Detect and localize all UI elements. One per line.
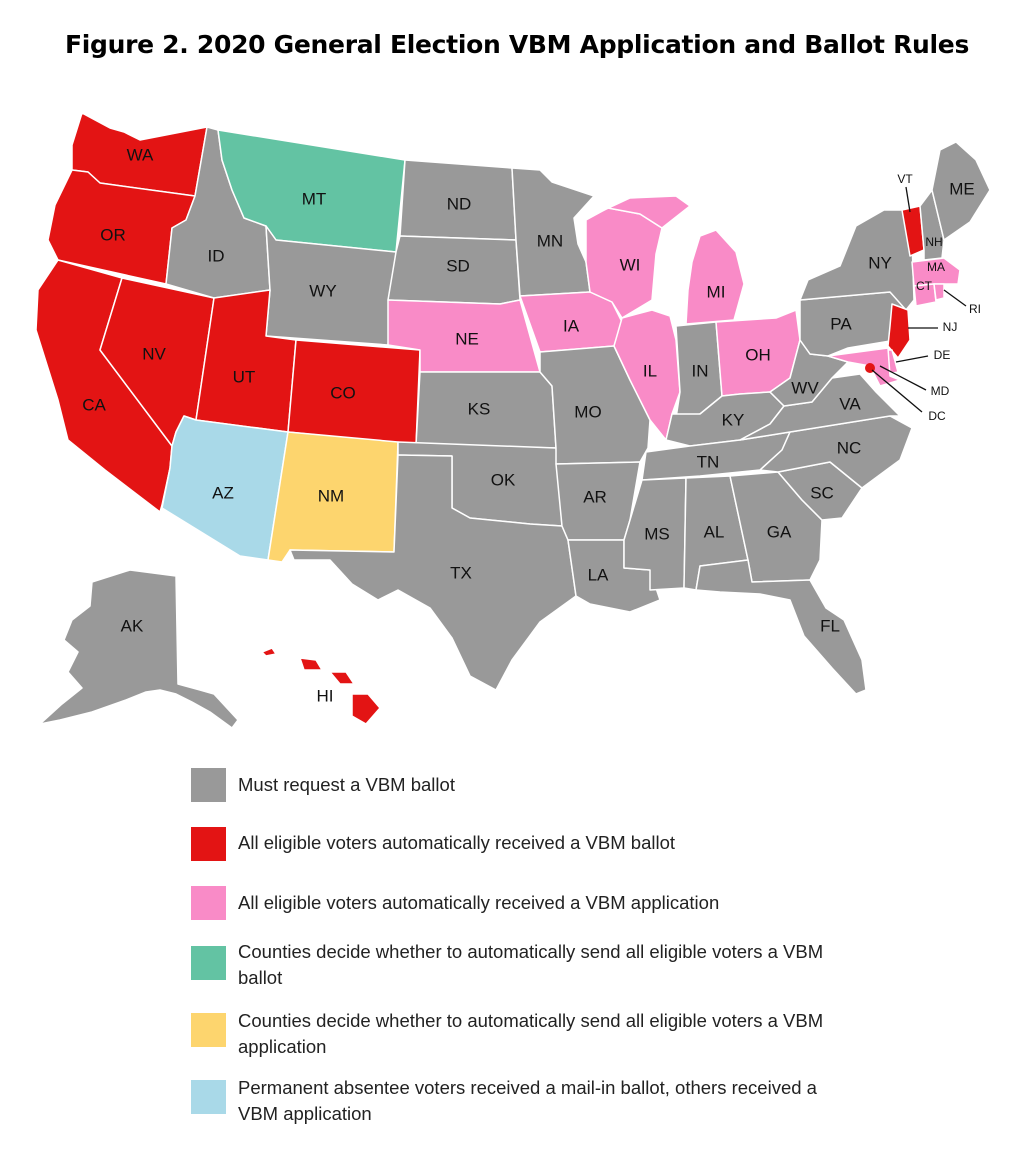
state-RI[interactable] [933, 283, 945, 301]
state-CT[interactable] [913, 283, 937, 307]
label-OH: OH [745, 345, 771, 364]
legend-swatch-auto-application [191, 886, 226, 920]
label-SC: SC [810, 483, 834, 502]
label-SD: SD [446, 256, 470, 275]
label-OR: OR [100, 225, 126, 244]
state-HI-4[interactable] [351, 693, 381, 725]
label-IL: IL [643, 361, 657, 380]
label-TX: TX [450, 563, 472, 582]
label-VT: VT [897, 172, 913, 186]
leader-RI [943, 289, 967, 307]
label-LA: LA [588, 565, 609, 584]
label-FL: FL [820, 616, 840, 635]
label-NC: NC [837, 438, 862, 457]
label-GA: GA [767, 522, 792, 541]
label-MO: MO [574, 402, 601, 421]
label-MN: MN [537, 231, 563, 250]
leader-DC [871, 369, 923, 413]
legend-label-auto-application: All eligible voters automatically receiv… [238, 892, 720, 913]
label-TN: TN [697, 452, 720, 471]
label-NY: NY [868, 253, 892, 272]
state-NY[interactable] [799, 209, 915, 311]
leader-MD [879, 365, 927, 391]
state-NJ[interactable] [887, 303, 911, 359]
label-RI: RI [969, 302, 981, 316]
legend-swatch-county-application [191, 1013, 226, 1047]
figure-title: Figure 2. 2020 General Election VBM Appl… [64, 30, 970, 59]
legend-swatch-absentee [191, 1080, 226, 1114]
state-MN[interactable] [511, 167, 595, 297]
leader-DE [895, 355, 929, 363]
state-MI-lower[interactable] [685, 229, 745, 325]
legend-label-absentee: Permanent absentee voters received a mai… [238, 1077, 817, 1124]
label-MA: MA [927, 260, 945, 274]
state-TX[interactable] [289, 454, 577, 691]
us-map: WA OR CA NV ID MT WY UT CO AZ NM ND SD N… [35, 112, 991, 729]
label-IN: IN [692, 361, 709, 380]
legend-label-county-application: Counties decide whether to automatically… [238, 1010, 824, 1057]
state-AK[interactable] [39, 569, 239, 729]
legend-label-must-request: Must request a VBM ballot [238, 774, 455, 795]
state-VA[interactable] [739, 373, 901, 441]
label-MI: MI [707, 282, 726, 301]
label-ND: ND [447, 194, 472, 213]
label-AK: AK [121, 616, 144, 635]
label-CO: CO [330, 383, 356, 402]
leader-VT [905, 186, 911, 213]
label-NE: NE [455, 329, 479, 348]
state-ME[interactable] [931, 141, 991, 241]
label-WI: WI [620, 255, 641, 274]
label-VA: VA [839, 394, 861, 413]
label-ME: ME [949, 179, 975, 198]
legend-label-county-ballot: Counties decide whether to automatically… [238, 941, 824, 988]
label-DC: DC [928, 409, 946, 423]
legend-swatch-must-request [191, 768, 226, 802]
state-HI-1[interactable] [261, 647, 277, 657]
label-ID: ID [208, 246, 225, 265]
label-OK: OK [491, 470, 516, 489]
label-KY: KY [722, 410, 745, 429]
label-IA: IA [563, 316, 580, 335]
label-WY: WY [309, 281, 336, 300]
label-NV: NV [142, 344, 166, 363]
label-KS: KS [468, 399, 491, 418]
label-NH: NH [925, 235, 942, 249]
state-MI[interactable] [599, 195, 691, 229]
label-MD: MD [931, 384, 950, 398]
label-MS: MS [644, 524, 670, 543]
label-HI: HI [317, 686, 334, 705]
legend-label-auto-ballot: All eligible voters automatically receiv… [238, 832, 676, 853]
label-NJ: NJ [943, 320, 958, 334]
label-WV: WV [791, 378, 819, 397]
label-AZ: AZ [212, 483, 234, 502]
label-WA: WA [127, 145, 154, 164]
legend-swatch-auto-ballot [191, 827, 226, 861]
state-NC[interactable] [759, 415, 913, 489]
label-DE: DE [934, 348, 951, 362]
state-MD[interactable] [827, 347, 901, 387]
label-MT: MT [302, 189, 327, 208]
state-HI-2[interactable] [299, 657, 323, 671]
label-PA: PA [830, 314, 852, 333]
state-HI-3[interactable] [329, 671, 355, 685]
label-AL: AL [704, 522, 725, 541]
legend-swatch-county-ballot [191, 946, 226, 980]
label-AR: AR [583, 487, 607, 506]
state-FL[interactable] [695, 559, 867, 695]
label-CT: CT [916, 279, 933, 293]
label-NM: NM [318, 486, 344, 505]
label-CA: CA [82, 395, 106, 414]
label-UT: UT [233, 367, 256, 386]
